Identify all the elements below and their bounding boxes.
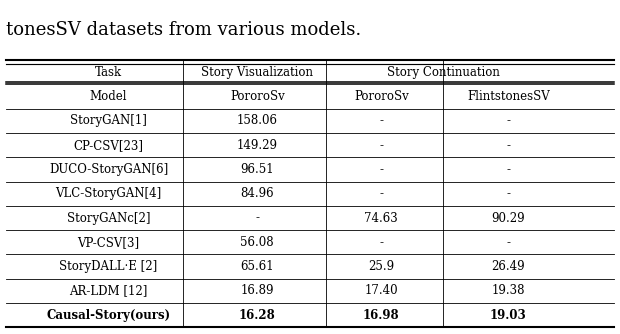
Text: 17.40: 17.40 [365,284,398,297]
Text: 16.89: 16.89 [241,284,274,297]
Text: StoryDALL·E [2]: StoryDALL·E [2] [60,260,157,273]
Text: -: - [379,139,383,152]
Text: DUCO-StoryGAN[6]: DUCO-StoryGAN[6] [49,163,168,176]
Text: -: - [379,236,383,249]
Text: CP-CSV[23]: CP-CSV[23] [74,139,143,152]
Text: -: - [507,163,510,176]
Text: PororoSv: PororoSv [230,90,285,103]
Text: 158.06: 158.06 [237,114,278,127]
Text: -: - [507,236,510,249]
Text: tonesSV datasets from various models.: tonesSV datasets from various models. [6,21,361,39]
Text: 19.38: 19.38 [492,284,525,297]
Text: StoryGAN[1]: StoryGAN[1] [70,114,147,127]
Text: StoryGANc[2]: StoryGANc[2] [67,211,150,224]
Text: 16.28: 16.28 [239,309,276,322]
Text: AR-LDM [12]: AR-LDM [12] [69,284,148,297]
Text: 96.51: 96.51 [241,163,274,176]
Text: 56.08: 56.08 [241,236,274,249]
Text: -: - [379,114,383,127]
Text: 65.61: 65.61 [241,260,274,273]
Text: -: - [507,114,510,127]
Text: VLC-StoryGAN[4]: VLC-StoryGAN[4] [55,187,162,200]
Text: 26.49: 26.49 [492,260,525,273]
Text: -: - [255,211,259,224]
Text: 84.96: 84.96 [241,187,274,200]
Text: Model: Model [90,90,127,103]
Text: Causal-Story(ours): Causal-Story(ours) [46,309,170,322]
Text: 149.29: 149.29 [237,139,278,152]
Text: Story Visualization: Story Visualization [202,66,313,79]
Text: 74.63: 74.63 [365,211,398,224]
Text: -: - [507,187,510,200]
Text: Story Continuation: Story Continuation [387,66,500,79]
Text: Task: Task [95,66,122,79]
Text: 16.98: 16.98 [363,309,400,322]
Text: 90.29: 90.29 [492,211,525,224]
Text: -: - [379,163,383,176]
Text: -: - [379,187,383,200]
Text: VP-CSV[3]: VP-CSV[3] [78,236,140,249]
Text: FlintstonesSV: FlintstonesSV [467,90,550,103]
Text: PororoSv: PororoSv [354,90,409,103]
Text: -: - [507,139,510,152]
Text: 25.9: 25.9 [368,260,394,273]
Text: 19.03: 19.03 [490,309,527,322]
